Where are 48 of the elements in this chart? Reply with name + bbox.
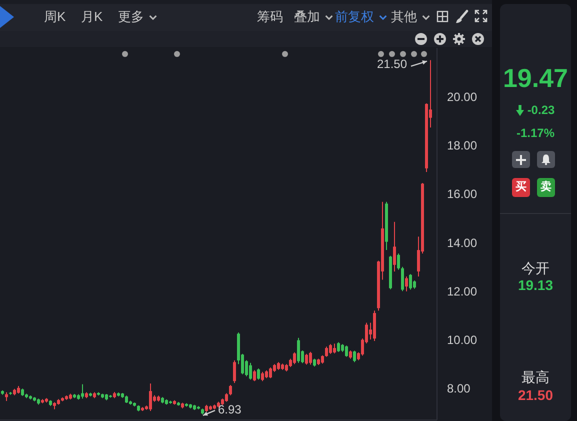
candlestick [309,351,312,366]
candlestick [333,343,336,354]
text: 周K [44,9,66,25]
button: 卖 [537,178,555,197]
text: -0.23 [527,102,555,118]
candlestick [305,353,308,366]
candlestick [249,362,252,380]
candlestick [297,337,300,364]
candlestick [409,274,412,290]
candlestick [345,345,348,358]
candlestick [269,366,272,379]
button: 买 [512,178,530,197]
y-tick-label: 20.00 [447,90,478,104]
text: 19.47 [502,63,568,93]
text: 其他 [391,9,417,25]
candlestick [233,360,236,384]
annotation: 6.93 [218,402,242,416]
candlestick [253,370,256,382]
text: 21.50 [518,386,554,404]
text: 叠加 [294,9,320,25]
y-tick-label: 16.00 [447,187,478,202]
candlestick [329,344,332,354]
annotation: 21.50 [376,57,408,72]
candlestick [353,350,356,363]
y-tick-label: 12.00 [447,284,478,298]
y-tick-label: 8.00 [447,382,471,396]
y-tick-label: 14.00 [447,236,478,250]
candlestick [397,252,400,270]
candlestick [401,266,404,292]
candlestick [337,342,340,352]
y-tick-label: 10.00 [447,333,478,348]
text: 最高 [522,368,550,386]
candlestick [229,384,232,396]
candlestick [149,383,152,412]
text: 月K [81,9,103,25]
y-tick-label: 18.00 [447,138,478,153]
text: 前复权 [335,9,374,25]
text: 更多 [118,9,144,25]
candlestick [393,221,396,272]
candlestick [293,352,296,365]
candlestick [257,368,260,380]
candlestick [325,346,328,358]
candlestick [261,371,264,382]
text: 筹码 [257,9,283,25]
text: 今开 [522,259,550,277]
text: -1.17% [516,125,555,141]
candlestick [405,276,408,292]
text: 19.13 [518,276,554,294]
